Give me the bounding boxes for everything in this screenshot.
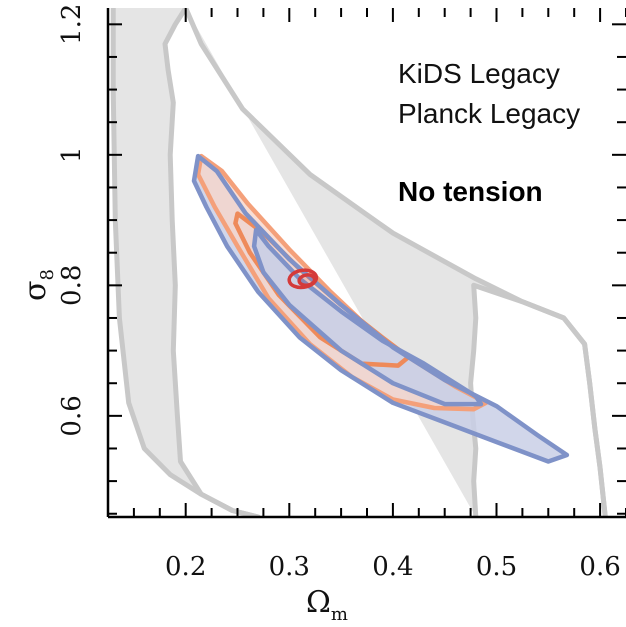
legend-planck-legacy: Planck Legacy	[398, 98, 580, 129]
y-axis-label-group: σ8	[18, 269, 58, 301]
blue-inner-contour	[251, 227, 484, 407]
x-tick-label: 0.6	[579, 552, 620, 582]
legend-kids-legacy: KiDS Legacy	[398, 58, 560, 89]
y-axis-label-sub: 8	[37, 269, 58, 280]
y-tick-label: 0.8	[57, 265, 87, 306]
y-axis-label-main: σ	[18, 280, 53, 300]
y-axis-label: σ8	[18, 269, 58, 301]
planck-contours	[287, 268, 319, 290]
kids-outer-contour	[195, 153, 489, 412]
x-tick-label: 0.3	[269, 552, 310, 582]
x-tick-label: 0.4	[372, 552, 413, 582]
prior-band-right	[185, 8, 606, 517]
x-tick-label: 0.5	[476, 552, 517, 582]
x-ticks: 0.2 0.3 0.4 0.5 0.6	[132, 8, 626, 582]
x-axis-label-sub: m	[331, 604, 348, 625]
y-ticks: 0.6 0.8 1 1.2	[57, 4, 626, 515]
x-tick-label: 0.2	[165, 552, 206, 582]
kids-outer-fill	[198, 156, 487, 410]
prior-band-left	[113, 8, 259, 517]
planck-contour-2	[297, 273, 317, 288]
x-axis-label: Ωm	[306, 585, 348, 625]
y-tick-label: 0.6	[57, 395, 87, 436]
plot-area	[110, 8, 608, 517]
x-axis-label-main: Ω	[306, 585, 331, 620]
y-tick-label: 1	[57, 147, 87, 164]
prior-boundary-line	[468, 282, 608, 517]
prior-boundary-line	[162, 8, 261, 517]
no-tension-annotation: No tension	[398, 176, 543, 207]
planck-contour-1	[287, 268, 319, 290]
y-tick-label: 1.2	[57, 4, 87, 45]
